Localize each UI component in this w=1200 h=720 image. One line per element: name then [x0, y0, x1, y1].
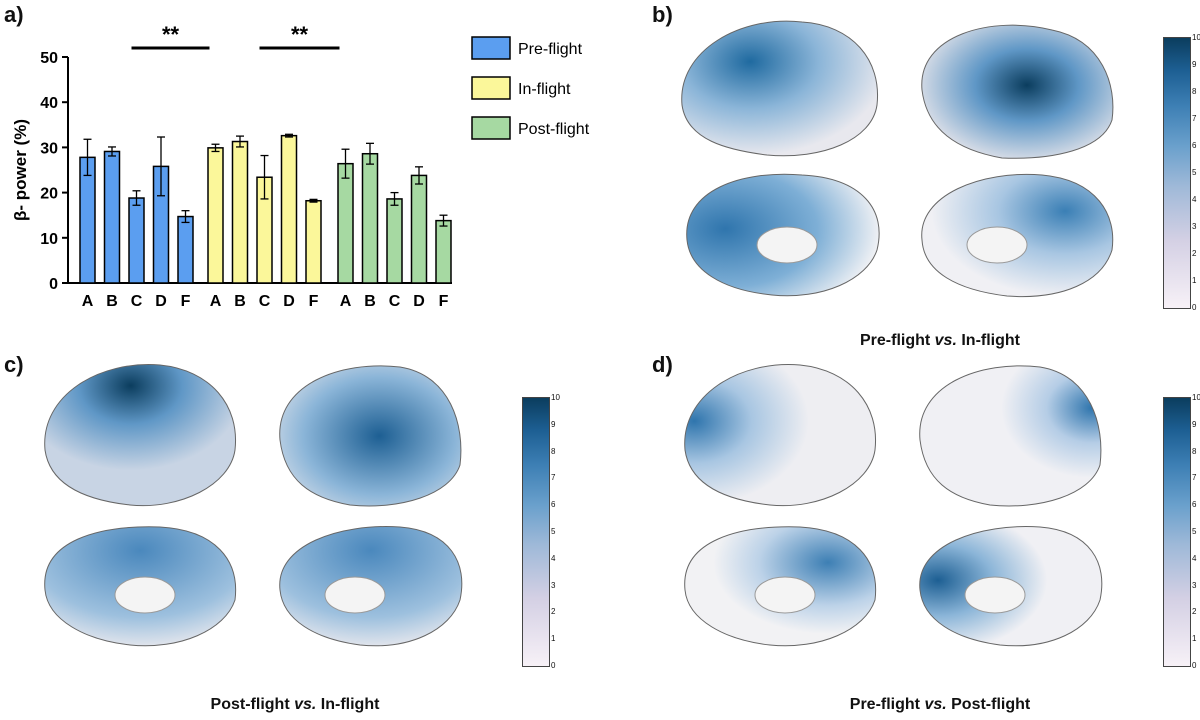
bar	[207, 147, 224, 284]
significance-label: **	[291, 22, 309, 47]
brain-lateral-left	[681, 20, 879, 157]
brain-lateral-right	[279, 365, 462, 507]
caption-d: Pre-flight vs. Post-flight	[849, 696, 1031, 713]
bar	[305, 199, 322, 284]
bar	[410, 174, 428, 284]
bar	[280, 134, 298, 284]
panel-label-a: a)	[4, 2, 24, 27]
x-tick-label: F	[181, 293, 191, 310]
bar	[128, 197, 145, 284]
legend-label: In-flight	[518, 81, 571, 98]
legend-swatch	[471, 76, 511, 100]
x-tick-label: F	[309, 293, 319, 310]
x-tick-label: D	[413, 293, 425, 310]
bar	[103, 150, 121, 284]
x-tick-label: C	[259, 293, 271, 310]
y-tick-label: 30	[40, 140, 58, 157]
y-tick-label: 50	[40, 50, 58, 67]
brain-map-d	[684, 364, 1103, 647]
bar	[79, 156, 96, 284]
y-tick-label: 20	[40, 186, 58, 203]
legend-swatch	[471, 36, 511, 60]
brain-map-b	[681, 20, 1114, 298]
significance-label: **	[162, 22, 180, 47]
legend-label: Pre-flight	[518, 41, 583, 58]
x-tick-label: B	[234, 293, 246, 310]
legend-swatch	[471, 116, 511, 140]
caption-c: Post-flight vs. In-flight	[210, 696, 380, 713]
colorbar-d	[1163, 397, 1191, 667]
bar	[435, 219, 452, 284]
bar	[177, 215, 194, 284]
x-tick-label: A	[82, 293, 94, 310]
bar	[386, 198, 403, 284]
bar	[337, 162, 354, 284]
colorbar-c	[522, 397, 550, 667]
x-tick-label: B	[364, 293, 376, 310]
colorbar-b	[1163, 37, 1191, 309]
y-tick-label: 0	[49, 276, 58, 293]
panel-label-c: c)	[4, 352, 24, 377]
x-tick-label: A	[210, 293, 222, 310]
x-tick-label: A	[340, 293, 352, 310]
brain-lateral-left	[44, 364, 237, 507]
brain-lateral-right	[919, 365, 1102, 507]
x-tick-label: D	[155, 293, 167, 310]
y-axis-label: β- power (%)	[11, 119, 30, 221]
panel-label-d: d)	[652, 352, 673, 377]
panel-label-b: b)	[652, 2, 673, 27]
x-tick-label: F	[439, 293, 449, 310]
x-tick-label: D	[283, 293, 295, 310]
caption-b: Pre-flight vs. In-flight	[859, 332, 1020, 349]
brain-map-c	[44, 364, 463, 647]
y-tick-label: 40	[40, 95, 58, 112]
brain-lateral-left	[684, 364, 877, 507]
x-tick-label: C	[131, 293, 143, 310]
bar	[231, 140, 249, 284]
brain-lateral-right	[921, 24, 1114, 159]
bar	[361, 152, 379, 284]
x-tick-label: B	[106, 293, 118, 310]
y-tick-label: 10	[40, 231, 58, 248]
x-tick-label: C	[389, 293, 401, 310]
legend-label: Post-flight	[518, 121, 590, 138]
